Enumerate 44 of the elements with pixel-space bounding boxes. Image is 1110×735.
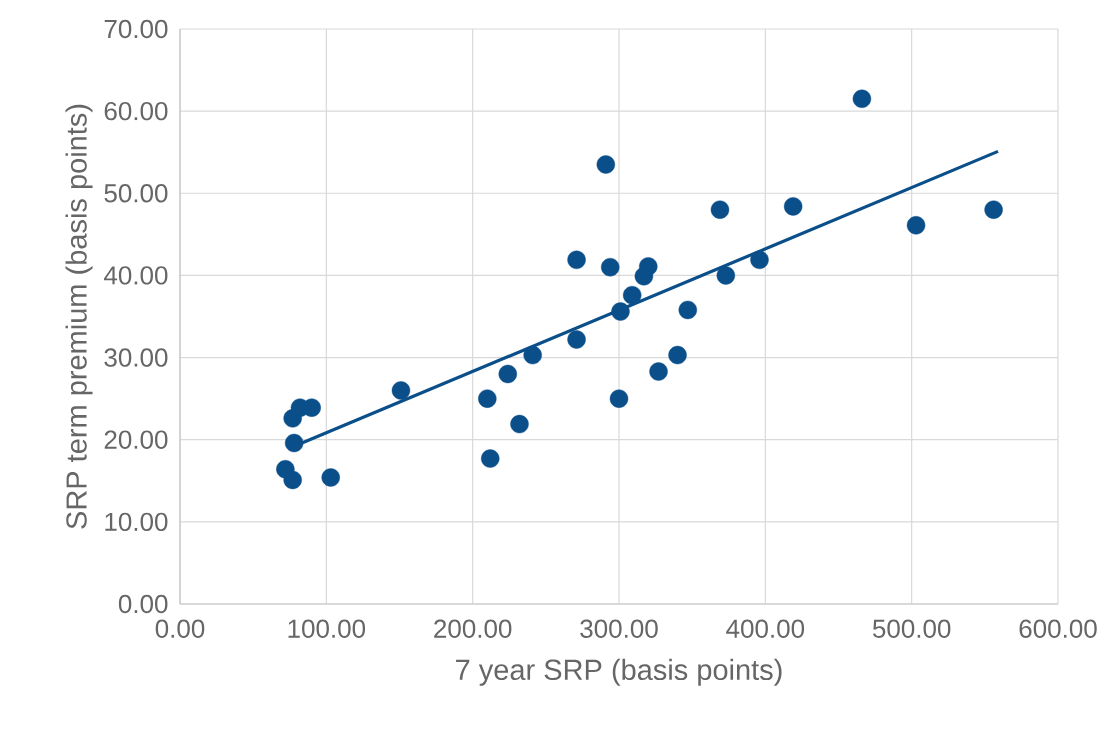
point: [498, 364, 517, 384]
point: [668, 345, 687, 365]
point: [852, 89, 872, 109]
point: [284, 433, 304, 453]
x-axis-title: 7 year SRP (basis points): [456, 658, 782, 686]
x-tick-label: 200.00: [434, 619, 512, 638]
point: [596, 155, 616, 174]
point: [710, 200, 730, 219]
point: [622, 285, 642, 305]
point: [611, 302, 630, 321]
point: [678, 300, 697, 320]
point: [283, 470, 302, 490]
y-tick-label: 60.00: [104, 101, 168, 121]
point: [478, 389, 497, 408]
x-tick-label: 500.00: [872, 619, 951, 638]
x-tick-label: 600.00: [1019, 619, 1097, 638]
y-tick-label: 50.00: [104, 184, 168, 203]
y-axis-title: SRP term premium (basis points): [65, 104, 93, 529]
x-tick-label: 100.00: [288, 619, 366, 638]
point: [783, 197, 803, 216]
y-tick-label: 10.00: [105, 512, 168, 532]
point: [567, 330, 586, 349]
point: [567, 250, 586, 270]
y-tick-label: 40.00: [104, 266, 168, 285]
y-tick-label: 30.00: [104, 348, 168, 367]
point: [601, 258, 620, 277]
point: [481, 449, 500, 468]
y-tick-label: 20.00: [104, 430, 168, 449]
x-tick-label: 0.00: [155, 619, 205, 638]
point: [639, 257, 658, 276]
x-tick-label: 400.00: [726, 619, 805, 638]
x-tick-label: 300.00: [580, 619, 658, 638]
point: [391, 381, 411, 400]
point: [649, 362, 668, 381]
point: [716, 266, 736, 285]
point: [906, 216, 926, 235]
y-tick-label: 0.00: [118, 594, 168, 614]
point: [321, 468, 340, 487]
point: [609, 389, 629, 408]
point: [523, 345, 542, 365]
point: [984, 200, 1003, 219]
point: [510, 414, 529, 434]
y-tick-label: 70.00: [104, 19, 168, 39]
point: [750, 250, 769, 270]
